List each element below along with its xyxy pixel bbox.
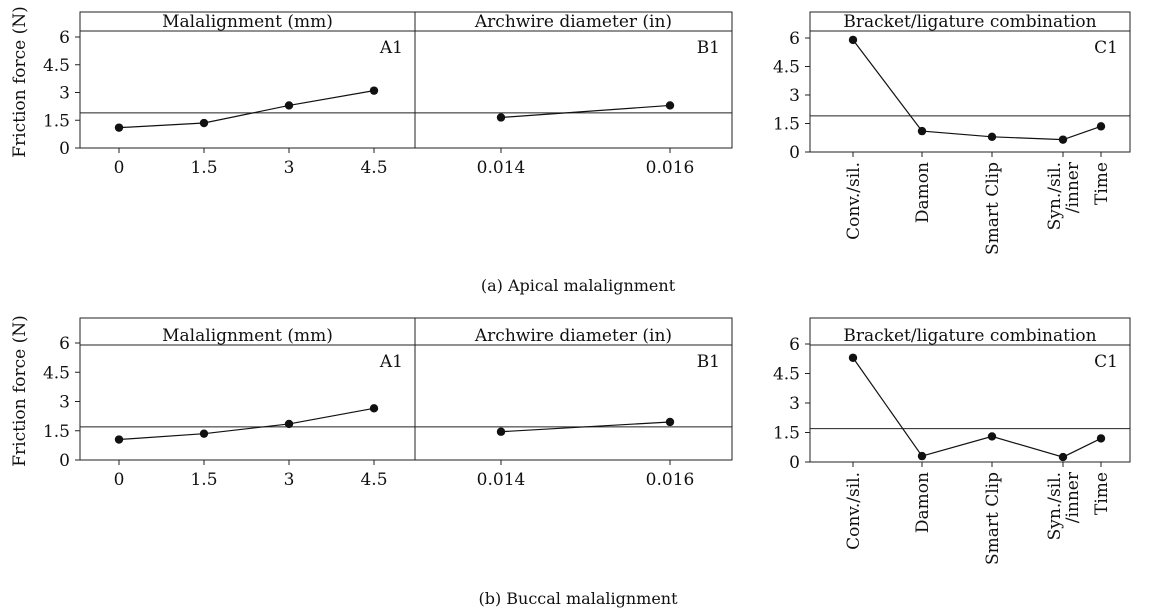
series-line — [852, 357, 1102, 458]
data-point — [199, 118, 209, 128]
data-point — [369, 404, 379, 413]
subplot-tag: B1 — [697, 38, 720, 58]
x-tick-label: /inner — [1063, 161, 1083, 213]
data-point — [114, 123, 124, 132]
subplot-tag: A1 — [379, 38, 403, 58]
y-tick-label: 3 — [789, 394, 800, 414]
x-tick-label: Time — [1092, 162, 1112, 205]
plot-frame-right — [809, 11, 1131, 153]
plot-frame-right — [809, 317, 1131, 463]
data-point — [284, 101, 294, 110]
x-tick-label: 1.5 — [190, 470, 217, 490]
x-tick-label: 3 — [284, 158, 295, 178]
x-tick-label: Conv./sil. — [844, 472, 864, 550]
y-tick-label: 1.5 — [773, 424, 800, 444]
x-tick-label: 0 — [114, 158, 125, 178]
data-point — [1096, 434, 1106, 443]
y-tick-label: 1.5 — [43, 422, 70, 442]
subplot-title: Malalignment (mm) — [162, 326, 333, 346]
data-point — [917, 126, 927, 136]
panel-caption: (b) Buccal malalignment — [478, 589, 678, 608]
y-tick-label: 1.5 — [43, 111, 70, 131]
x-tick-label: Syn./sil. — [1045, 472, 1065, 540]
x-tick-label: Damon — [913, 162, 933, 223]
x-tick-label: 0.016 — [646, 158, 695, 178]
panel-a: 0 1.5 3 4.5 6 Friction force (N) Malalignment … — [10, 6, 1131, 295]
data-point — [848, 353, 858, 362]
y-tick-label: 3 — [59, 393, 70, 413]
x-tick-label: Conv./sil. — [844, 162, 864, 240]
series-line — [500, 104, 671, 119]
x-tick-label: Syn./sil. — [1045, 162, 1065, 230]
y-tick-label: 0 — [59, 139, 70, 159]
x-tick-label: 0 — [114, 470, 125, 490]
plot-frame-left — [79, 11, 733, 149]
subplot-title: Archwire diameter (in) — [474, 326, 672, 346]
panel-b: 0 1.5 3 4.5 6 Friction force (N) Malalignment … — [10, 315, 1131, 608]
x-tick-label: 0.014 — [477, 470, 526, 490]
subplot-title: Bracket/ligature combination — [843, 12, 1096, 32]
data-point — [987, 432, 997, 441]
data-point — [917, 451, 927, 461]
data-point — [369, 86, 379, 95]
panel-caption: (a) Apical malalignment — [481, 276, 676, 295]
y-tick-label: 6 — [59, 28, 70, 48]
x-tick-label: 3 — [284, 470, 295, 490]
y-tick-label: 6 — [59, 334, 70, 354]
data-point — [199, 429, 209, 438]
y-tick-label: 3 — [789, 86, 800, 106]
x-tick-label: Damon — [913, 472, 933, 533]
data-point — [496, 113, 506, 122]
x-tick-label: 4.5 — [360, 158, 387, 178]
y-tick-label: 4.5 — [43, 363, 70, 383]
x-tick-label: /inner — [1063, 471, 1083, 523]
data-point — [848, 35, 858, 45]
subplot-tag: C1 — [1094, 38, 1118, 58]
x-tick-label: Smart Clip — [983, 472, 1003, 565]
subplot-tag: C1 — [1094, 352, 1118, 372]
y-axis-label: Friction force (N) — [10, 6, 30, 158]
subplot-tag: A1 — [379, 352, 403, 372]
data-point — [1096, 122, 1106, 131]
series-line — [500, 421, 671, 433]
y-axis-label: Friction force (N) — [10, 315, 30, 467]
series-line — [852, 39, 1102, 141]
x-tick-label: Time — [1092, 472, 1112, 515]
y-tick-label: 6 — [789, 29, 800, 49]
x-tick-label: 1.5 — [190, 158, 217, 178]
y-tick-label: 0 — [59, 451, 70, 471]
y-tick-label: 4.5 — [773, 58, 800, 78]
y-tick-label: 4.5 — [43, 56, 70, 76]
x-tick-label: 4.5 — [360, 470, 387, 490]
x-tick-label: 0.014 — [477, 158, 526, 178]
data-point — [987, 132, 997, 141]
series-line — [118, 407, 375, 441]
data-point — [114, 435, 124, 444]
data-point — [665, 417, 675, 427]
subplot-title: Archwire diameter (in) — [474, 12, 672, 32]
y-tick-label: 0 — [789, 453, 800, 473]
y-tick-label: 1.5 — [773, 115, 800, 135]
y-tick-label: 0 — [789, 143, 800, 163]
data-point — [1058, 452, 1068, 462]
x-tick-label: Smart Clip — [983, 162, 1003, 255]
x-tick-label: 0.016 — [646, 470, 695, 490]
plot-frame-left — [79, 317, 733, 461]
data-point — [284, 419, 294, 429]
y-tick-label: 4.5 — [773, 365, 800, 385]
series-line — [118, 90, 375, 129]
subplot-title: Malalignment (mm) — [162, 12, 333, 32]
y-tick-label: 6 — [789, 335, 800, 355]
data-point — [496, 427, 506, 436]
data-point — [1058, 135, 1068, 144]
subplot-tag: B1 — [697, 352, 720, 372]
data-point — [665, 101, 675, 110]
subplot-title: Bracket/ligature combination — [843, 326, 1096, 346]
y-tick-label: 3 — [59, 84, 70, 104]
